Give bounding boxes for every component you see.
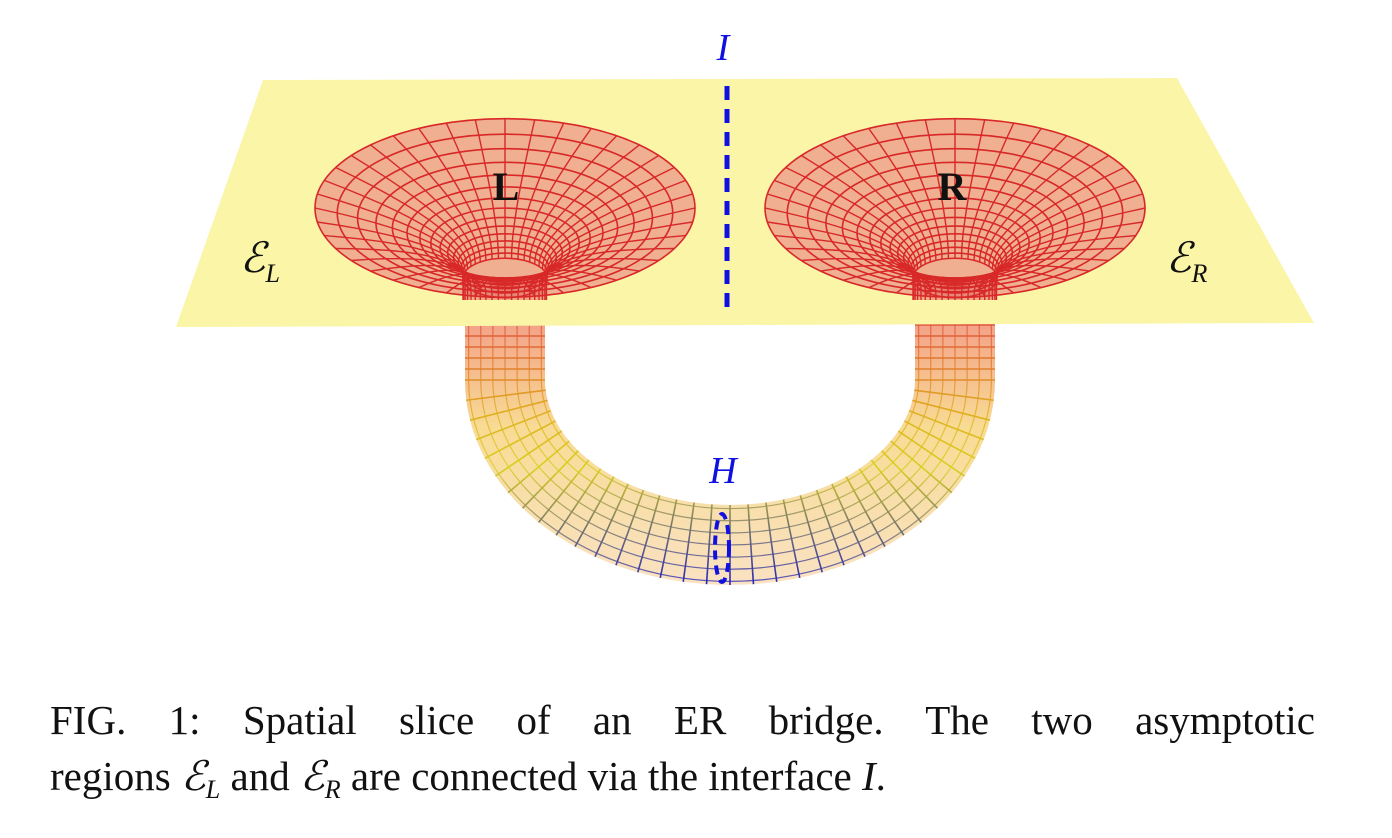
funnel-meridian [510, 276, 536, 300]
caption-text: . [875, 753, 886, 799]
funnel-meridian [538, 258, 659, 300]
funnel-meridian [967, 122, 1015, 260]
funnel-meridian [370, 144, 476, 265]
tube-stripe [468, 320, 992, 582]
region-symbol: ℰ [240, 236, 270, 282]
funnel-meridian [445, 275, 493, 300]
funnel-meridian [924, 119, 950, 259]
funnel-meridian [842, 135, 931, 263]
region-left-label: ℰL [240, 236, 280, 288]
funnel-meridian [967, 275, 1015, 300]
er-bridge-figure: I H L R ℰL ℰR [176, 27, 1314, 585]
funnel-meridian [800, 154, 922, 267]
funnel-meridian [895, 275, 943, 300]
funnel-meridian [988, 154, 1110, 267]
funnel-meridian [523, 272, 592, 300]
funnel-meridian [335, 166, 469, 270]
funnel-meridian [474, 119, 500, 259]
region-symbol: ℰ [1166, 236, 1196, 282]
caption-math: ℰ [299, 753, 325, 799]
funnel-meridian [995, 193, 1143, 275]
caption-text: regions [50, 753, 181, 799]
funnel-meridian [960, 119, 986, 259]
funnel-meridian [544, 179, 686, 272]
funnel-meridian [445, 122, 493, 260]
funnel-meridian [785, 247, 919, 300]
funnel-meridian [820, 144, 926, 265]
funnel-meridian [317, 193, 465, 275]
region-right-label: ℰR [1166, 236, 1207, 288]
tube-stripe [492, 320, 968, 558]
funnel-meridian [545, 193, 693, 275]
funnel-meridian [324, 179, 466, 272]
funnel-meridian [988, 258, 1109, 300]
funnel-meridian [868, 127, 937, 261]
funnel-meridian [351, 258, 472, 300]
tube-stripe [540, 320, 920, 510]
funnel-meridian [370, 264, 476, 300]
funnel-meridian [517, 122, 565, 260]
funnel-meridian [350, 154, 472, 267]
caption-subscript: L [205, 775, 221, 804]
funnel-meridian [984, 264, 1090, 300]
funnel-meridian [418, 272, 487, 300]
funnel-meridian [418, 127, 487, 261]
funnel-meridian [984, 144, 1090, 265]
tube-stripe [528, 320, 932, 522]
right-label: R [938, 164, 968, 209]
funnel-meridian [996, 207, 1146, 279]
caption-line: regions ℰL and ℰR are connected via the … [50, 752, 1315, 805]
funnel-meridian [994, 234, 1136, 300]
region-subscript: R [1190, 259, 1207, 288]
funnel-meridian [534, 264, 640, 300]
caption-text: are connected via the interface [340, 753, 862, 799]
funnel-meridian [335, 247, 469, 300]
caption-subscript: R [324, 775, 341, 804]
tube-stripe [480, 320, 980, 570]
horizon-label: H [708, 450, 739, 492]
funnel-meridian [474, 276, 500, 300]
funnel-meridian [314, 207, 464, 300]
funnel-meridian [546, 207, 696, 279]
funnel-meridian [510, 119, 536, 259]
funnel-meridian [529, 135, 618, 263]
caption-text: and [220, 753, 300, 799]
funnels [314, 117, 1146, 300]
funnel-meridian [544, 234, 686, 300]
horizon-loop [713, 512, 731, 584]
funnel-meridian [785, 166, 919, 270]
funnel-meridian [991, 166, 1125, 270]
funnel-meridian [774, 179, 916, 272]
funnel-meridian [523, 127, 592, 261]
funnel-meridian [820, 264, 926, 300]
funnel-meridian [517, 275, 565, 300]
funnel-meridian [392, 135, 481, 263]
interface-label: I [716, 27, 732, 69]
funnel-meridian [868, 272, 937, 300]
funnel-meridian [994, 179, 1136, 272]
funnel-meridian [538, 154, 660, 267]
funnel-meridian [534, 144, 640, 265]
funnel-meridian [979, 269, 1067, 300]
funnel-meridian [529, 269, 617, 300]
caption-line: FIG. 1: Spatial slice of an ER bridge. T… [50, 697, 1315, 743]
funnel-meridian [767, 193, 915, 275]
region-subscript: L [264, 259, 279, 288]
funnel-meridian [973, 127, 1042, 261]
left-label: L [493, 164, 520, 209]
funnel-meridian [801, 258, 922, 300]
funnel-meridian [960, 276, 986, 300]
funnel-meridian [764, 207, 914, 300]
funnel-meridian [541, 166, 675, 270]
caption-math: I [861, 753, 876, 799]
funnel-meridian [979, 135, 1068, 263]
funnel-meridian [895, 122, 943, 260]
funnel-meridian [924, 276, 950, 300]
caption-math: ℰ [180, 753, 206, 799]
funnel-meridian [973, 272, 1042, 300]
